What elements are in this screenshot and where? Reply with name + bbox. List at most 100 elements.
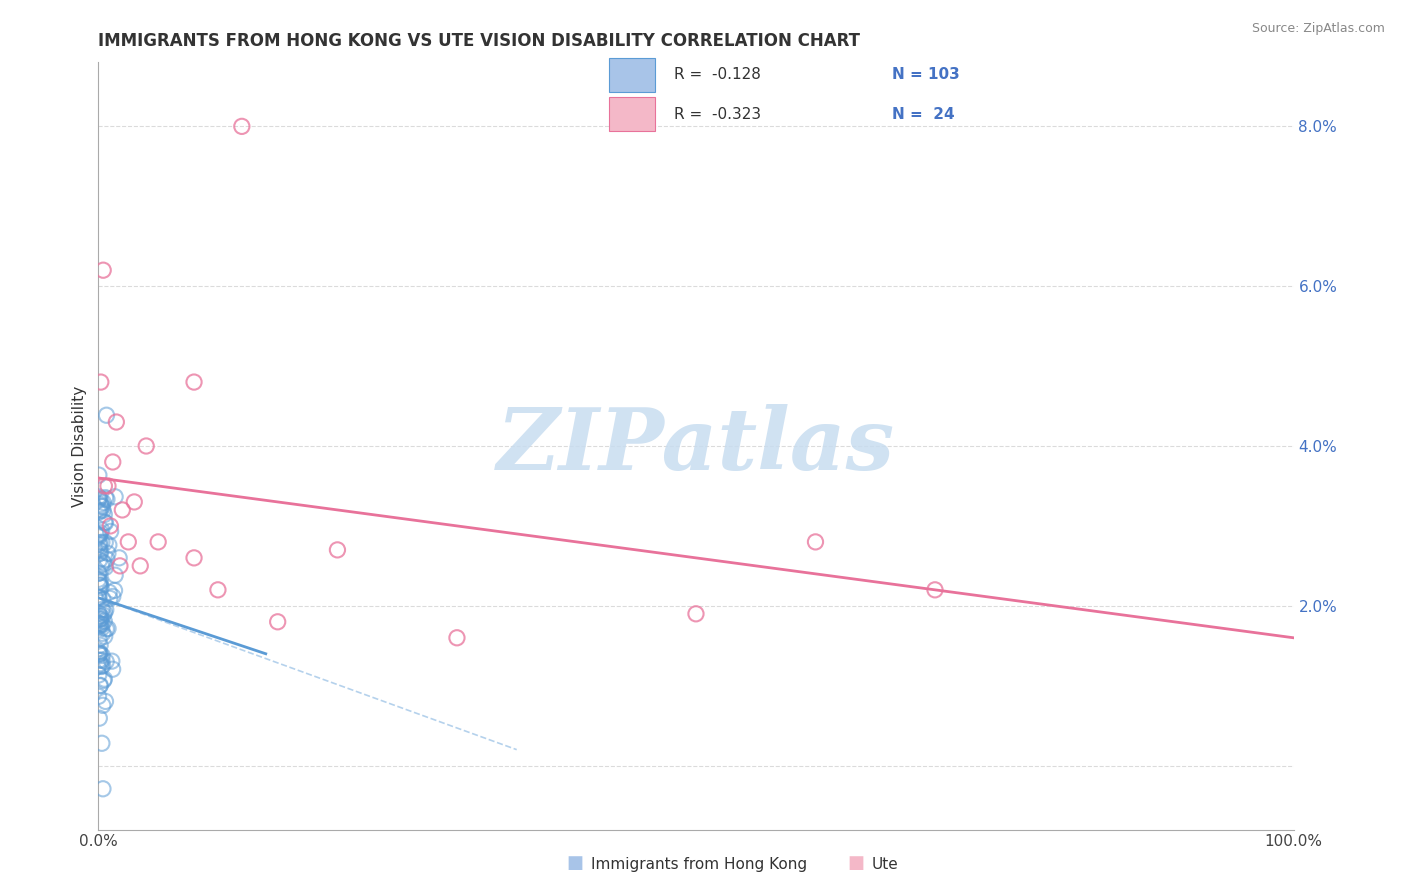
Point <box>100 524 122 539</box>
Point <box>87 490 110 504</box>
Text: R =  -0.128: R = -0.128 <box>673 68 761 82</box>
Point <box>89 679 111 693</box>
Point <box>91 500 114 514</box>
Point <box>91 608 114 623</box>
Point <box>87 668 110 682</box>
Point <box>89 638 111 652</box>
Text: Source: ZipAtlas.com: Source: ZipAtlas.com <box>1251 22 1385 36</box>
Point <box>94 516 117 530</box>
Text: ZIPatlas: ZIPatlas <box>496 404 896 488</box>
Point <box>91 698 114 713</box>
Point <box>89 553 111 567</box>
Point <box>326 542 349 557</box>
Point <box>87 505 110 519</box>
Point <box>90 558 112 573</box>
Point <box>91 503 114 517</box>
FancyBboxPatch shape <box>609 97 655 131</box>
Point <box>89 535 111 549</box>
Point <box>89 648 111 662</box>
Point <box>89 617 111 632</box>
Point <box>90 525 112 540</box>
Point <box>87 616 110 631</box>
Point <box>96 408 118 422</box>
Point <box>89 537 111 551</box>
Point <box>91 653 114 667</box>
Point <box>93 508 115 522</box>
Point <box>105 415 128 429</box>
Point <box>183 550 205 565</box>
Point <box>103 583 125 598</box>
Point <box>93 557 115 571</box>
Point <box>90 580 112 594</box>
Point <box>98 519 122 533</box>
Point <box>87 468 110 483</box>
Text: ■: ■ <box>848 855 865 872</box>
Point <box>117 534 139 549</box>
Point <box>87 591 110 605</box>
Point <box>90 621 112 635</box>
Point <box>87 645 110 659</box>
Point <box>104 490 127 504</box>
Point <box>89 613 111 627</box>
Point <box>90 497 112 511</box>
Point <box>93 479 115 493</box>
Point <box>685 607 707 621</box>
Point <box>90 375 112 389</box>
Point <box>89 619 111 633</box>
Point <box>87 492 110 507</box>
Point <box>96 655 118 669</box>
Point <box>97 546 120 560</box>
Point <box>93 672 115 686</box>
Point <box>89 578 111 592</box>
Point <box>90 659 112 673</box>
Point <box>91 495 114 509</box>
Point <box>231 120 253 134</box>
Text: N = 103: N = 103 <box>893 68 960 82</box>
Point <box>108 558 131 573</box>
Point <box>129 558 152 573</box>
Point <box>87 566 110 581</box>
Point <box>97 479 120 493</box>
Point <box>91 626 114 640</box>
Text: IMMIGRANTS FROM HONG KONG VS UTE VISION DISABILITY CORRELATION CHART: IMMIGRANTS FROM HONG KONG VS UTE VISION … <box>98 32 860 50</box>
Point <box>96 492 118 507</box>
Point <box>135 439 157 453</box>
Point <box>93 606 115 620</box>
Point <box>89 546 111 560</box>
Y-axis label: Vision Disability: Vision Disability <box>72 385 87 507</box>
Point <box>94 560 117 574</box>
Point <box>87 690 110 704</box>
Point <box>87 590 110 604</box>
Point <box>91 648 114 663</box>
Point <box>87 572 110 586</box>
Point <box>89 566 111 580</box>
Point <box>87 606 110 620</box>
Text: R =  -0.323: R = -0.323 <box>673 107 761 121</box>
Point <box>89 542 111 557</box>
Point <box>104 568 127 582</box>
Point <box>87 646 110 660</box>
Point <box>96 552 118 566</box>
Point <box>89 678 111 692</box>
Point <box>93 673 115 688</box>
Point <box>91 617 114 632</box>
Point <box>94 694 117 708</box>
Point <box>101 654 124 668</box>
Point <box>108 550 131 565</box>
Point <box>111 503 134 517</box>
Point <box>101 590 124 604</box>
Point <box>148 534 170 549</box>
Point <box>93 516 115 530</box>
FancyBboxPatch shape <box>609 58 655 92</box>
Point <box>91 592 114 607</box>
Point <box>94 535 117 549</box>
Point <box>93 629 115 643</box>
Point <box>101 662 124 676</box>
Point <box>267 615 290 629</box>
Point <box>90 523 112 537</box>
Point <box>98 585 121 599</box>
Text: Immigrants from Hong Kong: Immigrants from Hong Kong <box>591 857 807 872</box>
Point <box>90 736 112 750</box>
Point <box>91 602 114 616</box>
Point <box>96 622 118 636</box>
